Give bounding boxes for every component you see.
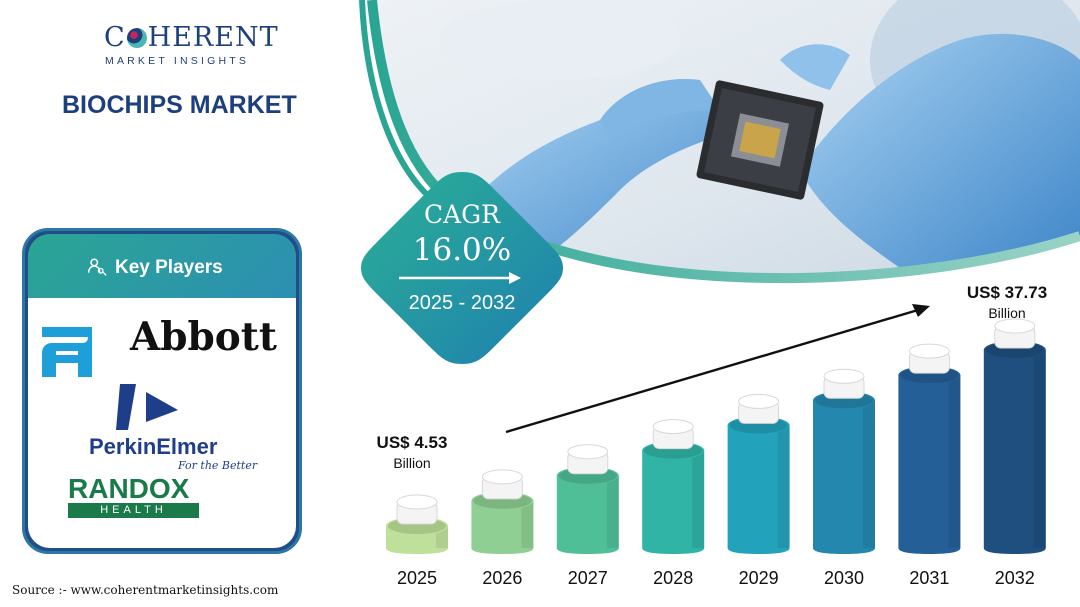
lab-photo-chip — [359, 0, 1080, 284]
globe-icon — [126, 28, 147, 48]
bar-2031 — [898, 343, 961, 554]
market-bar-chart: 2025 2026 2027 2028 2029 2030 2031 2032 — [386, 304, 1046, 588]
company-perkinelmer: PerkinElmer — [89, 434, 218, 459]
trend-arrow — [505, 308, 919, 434]
cagr-label: CAGR — [424, 200, 500, 229]
abbott-logo-icon — [42, 327, 92, 377]
x-tick-2026: 2026 — [482, 568, 522, 588]
cagr-period: 2025 - 2032 — [408, 292, 516, 314]
key-players-title: Key Players — [115, 257, 223, 278]
end-value: US$ 37.73 — [966, 283, 1048, 302]
end-unit: Billion — [988, 305, 1026, 321]
company-randox: RANDOX — [68, 473, 190, 504]
start-unit: Billion — [393, 455, 431, 471]
randox-health-label: HEALTH — [68, 503, 199, 518]
x-tick-2031: 2031 — [909, 568, 949, 588]
cagr-diamond — [361, 172, 563, 364]
source-note: Source :- www.coherentmarketinsights.com — [12, 583, 279, 597]
brand-subtitle: MARKET INSIGHTS — [105, 55, 250, 67]
brand-name: C HERENT — [104, 22, 279, 53]
bar-2026 — [471, 469, 534, 554]
people-key-icon — [87, 258, 107, 276]
x-tick-2028: 2028 — [653, 568, 693, 588]
key-players-header — [28, 234, 296, 298]
company-abbott: Abbott — [130, 314, 277, 360]
x-tick-2025: 2025 — [397, 568, 437, 588]
start-value-annotation: US$ 4.53 Billion — [372, 433, 452, 471]
bar-2030 — [813, 368, 875, 554]
trend-arrow-head — [912, 304, 930, 317]
cagr-badge: CAGR 16.0% 2025 - 2032 — [357, 168, 567, 368]
page-title: BIOCHIPS MARKET — [62, 91, 297, 119]
bar-2029 — [727, 393, 790, 554]
start-value: US$ 4.53 — [376, 433, 448, 452]
bar-2025 — [386, 494, 448, 554]
x-tick-2030: 2030 — [824, 568, 864, 588]
x-tick-2027: 2027 — [568, 568, 608, 588]
brand-logo: C HERENT MARKET INSIGHTS — [104, 22, 294, 72]
bar-2027 — [556, 444, 619, 554]
x-tick-2029: 2029 — [739, 568, 779, 588]
end-value-annotation: US$ 37.73 Billion — [960, 283, 1054, 321]
perkinelmer-tagline: For the Better — [178, 459, 258, 472]
perkinelmer-logo-icon — [116, 384, 178, 430]
bar-2032 — [983, 318, 1046, 554]
cagr-value: 16.0% — [412, 232, 512, 268]
bar-2028 — [642, 419, 705, 554]
x-tick-2032: 2032 — [995, 568, 1035, 588]
